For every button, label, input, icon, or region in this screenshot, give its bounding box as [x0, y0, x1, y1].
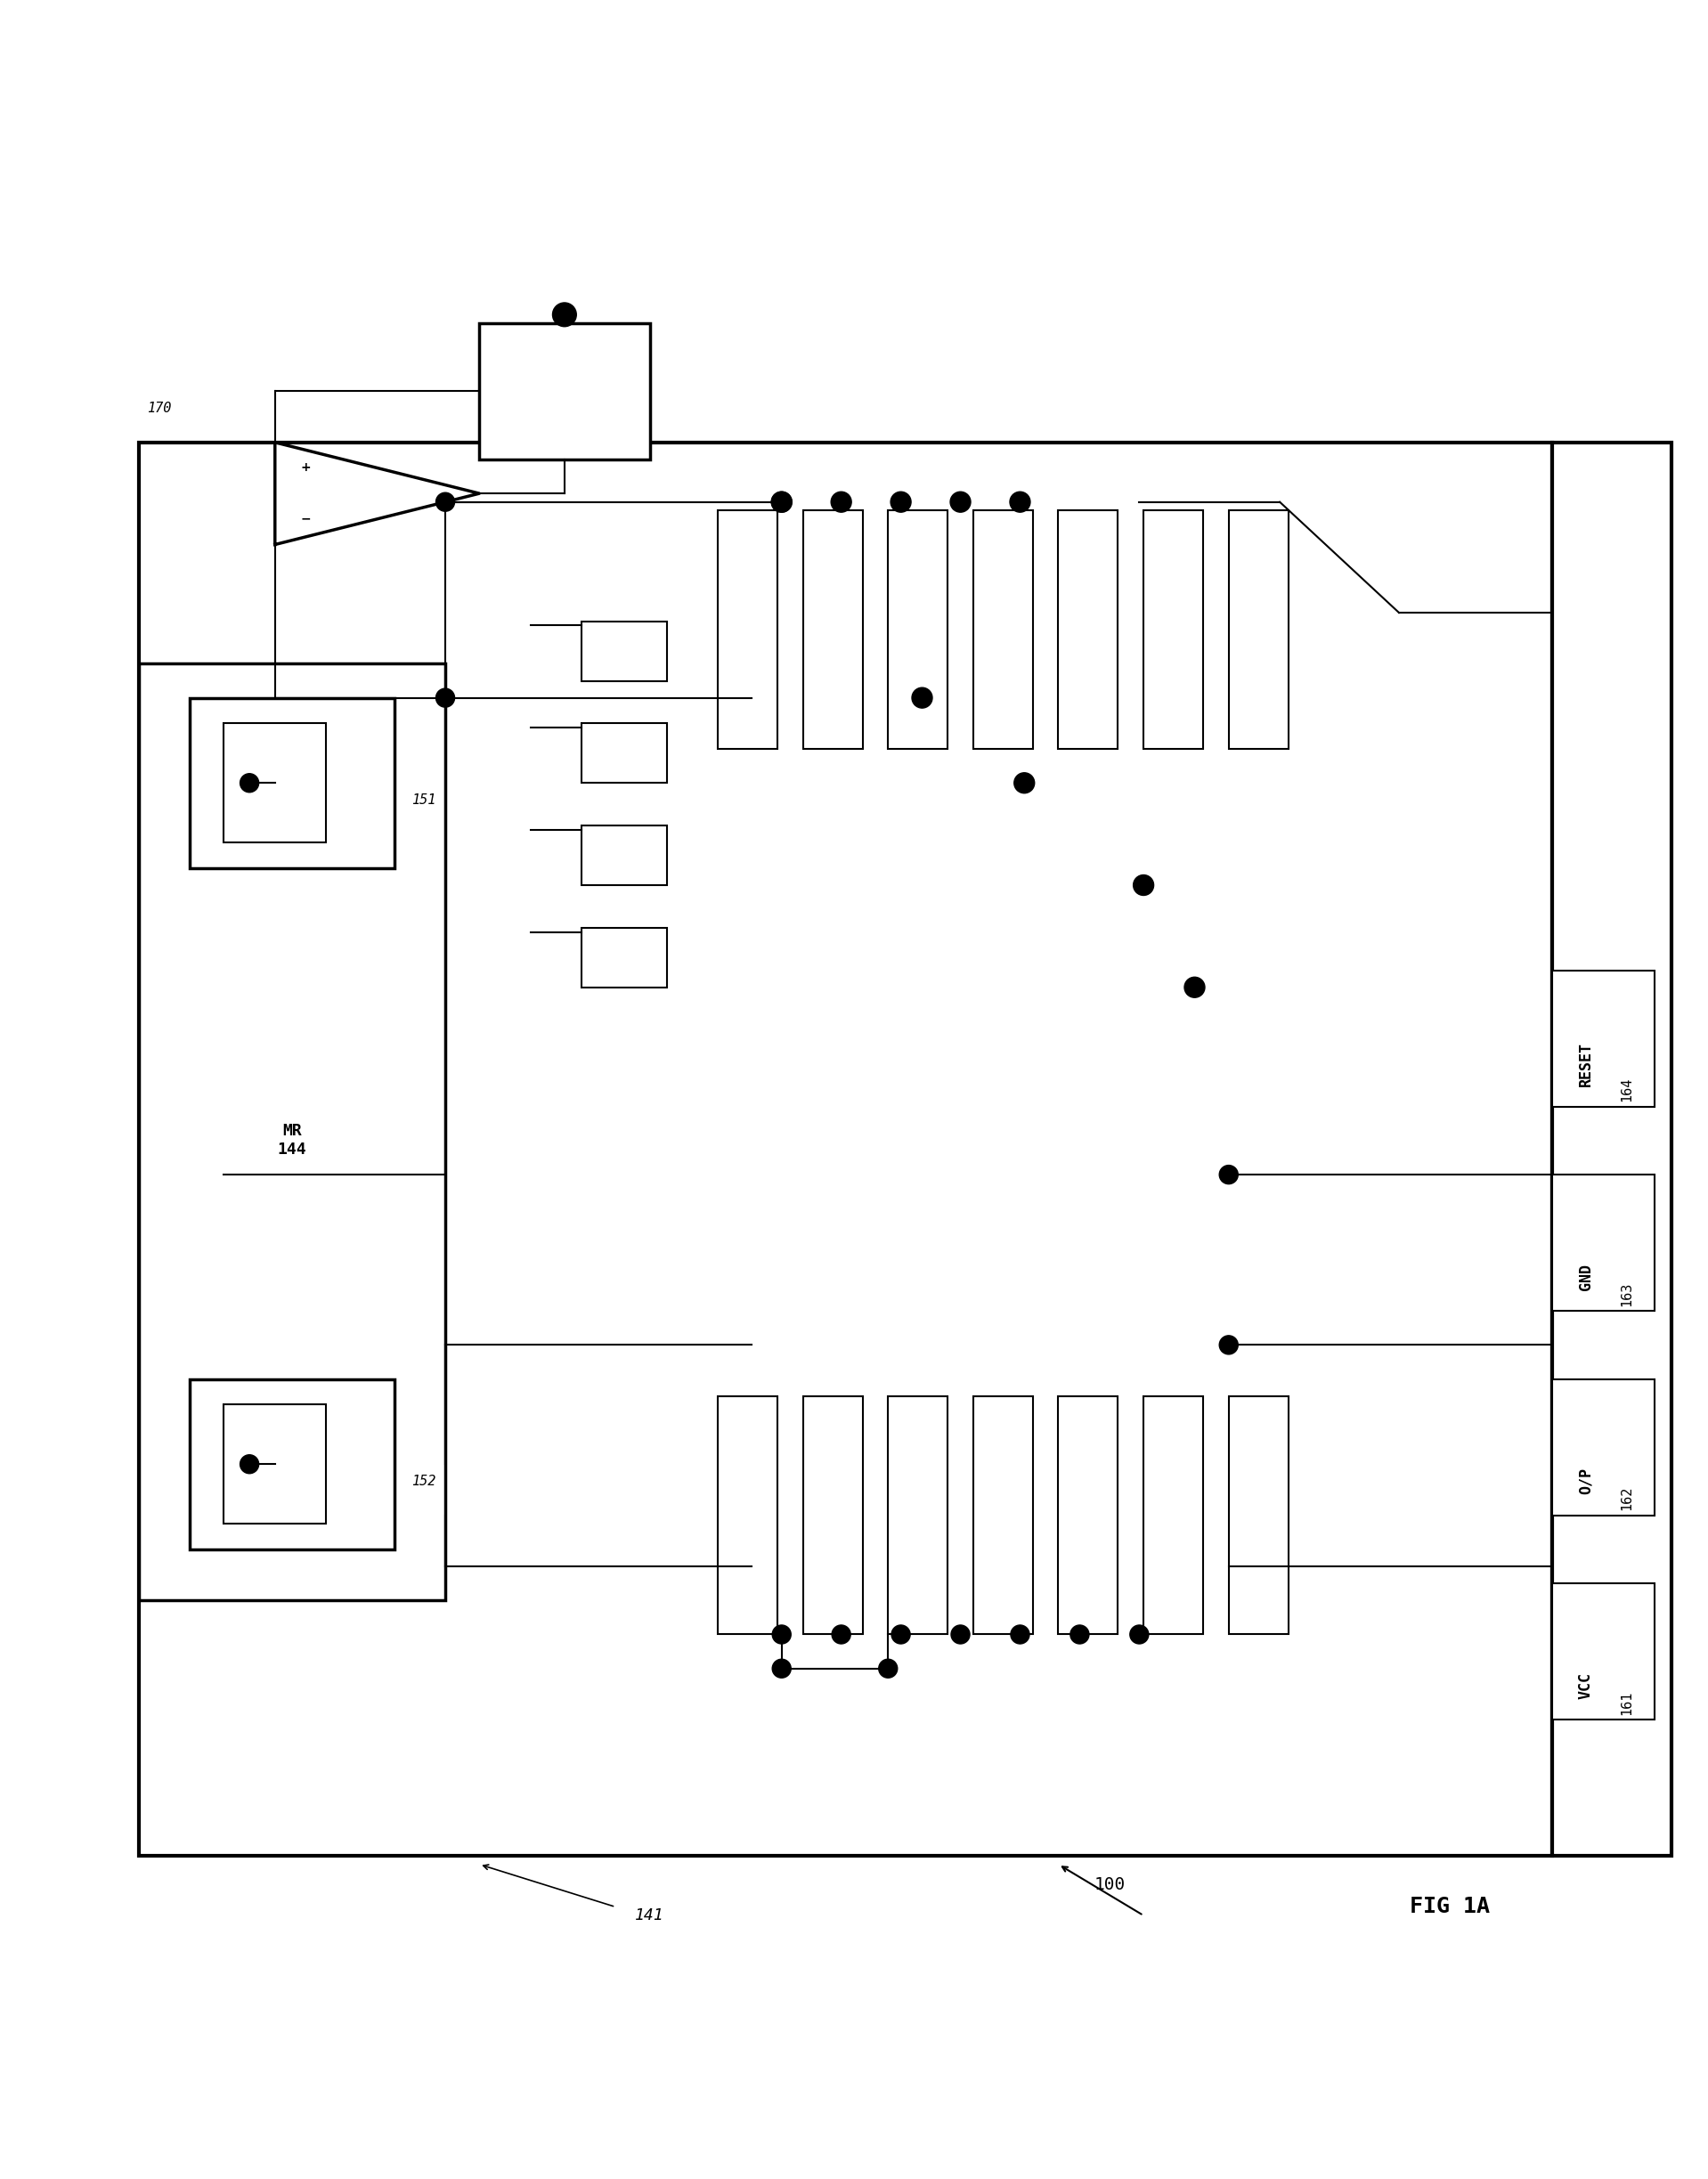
- FancyBboxPatch shape: [1553, 1174, 1655, 1312]
- Text: O/P: O/P: [1578, 1469, 1594, 1495]
- Circle shape: [878, 1658, 897, 1678]
- FancyBboxPatch shape: [1059, 1397, 1119, 1634]
- Circle shape: [1184, 976, 1204, 998]
- Text: −: −: [301, 512, 311, 525]
- Text: GND: GND: [1578, 1264, 1594, 1290]
- FancyBboxPatch shape: [1228, 510, 1288, 750]
- Circle shape: [241, 1456, 260, 1473]
- Circle shape: [1015, 774, 1035, 793]
- Text: 151: 151: [412, 793, 436, 806]
- Circle shape: [1071, 1626, 1090, 1643]
- FancyBboxPatch shape: [1553, 1584, 1655, 1719]
- Circle shape: [892, 1626, 910, 1643]
- Text: MR
144: MR 144: [277, 1124, 306, 1157]
- Text: 162: 162: [1621, 1486, 1635, 1510]
- Circle shape: [436, 689, 454, 708]
- Text: FIG 1A: FIG 1A: [1411, 1896, 1489, 1918]
- Text: RESET: RESET: [1578, 1042, 1594, 1085]
- FancyBboxPatch shape: [974, 510, 1033, 750]
- FancyBboxPatch shape: [581, 621, 666, 680]
- Circle shape: [951, 1626, 970, 1643]
- FancyBboxPatch shape: [803, 510, 863, 750]
- FancyBboxPatch shape: [974, 1397, 1033, 1634]
- Text: VCC: VCC: [1578, 1671, 1594, 1700]
- Circle shape: [241, 774, 260, 793]
- FancyBboxPatch shape: [190, 697, 395, 867]
- FancyBboxPatch shape: [1553, 1379, 1655, 1514]
- FancyBboxPatch shape: [1553, 970, 1655, 1107]
- FancyBboxPatch shape: [1144, 510, 1202, 750]
- Circle shape: [1220, 1166, 1238, 1183]
- Circle shape: [772, 1658, 791, 1678]
- Text: 141: 141: [635, 1907, 664, 1924]
- FancyBboxPatch shape: [1228, 1397, 1288, 1634]
- Circle shape: [890, 492, 910, 512]
- Circle shape: [1134, 876, 1153, 896]
- Circle shape: [950, 492, 970, 512]
- FancyBboxPatch shape: [1553, 442, 1672, 1857]
- Circle shape: [832, 1626, 851, 1643]
- FancyBboxPatch shape: [717, 510, 777, 750]
- Text: 100: 100: [1093, 1876, 1126, 1894]
- Text: 164: 164: [1621, 1076, 1635, 1103]
- FancyBboxPatch shape: [138, 442, 1553, 1857]
- FancyBboxPatch shape: [480, 322, 649, 460]
- Circle shape: [772, 492, 793, 512]
- FancyBboxPatch shape: [224, 1405, 326, 1523]
- Circle shape: [1011, 1626, 1030, 1643]
- Text: 170: 170: [147, 401, 171, 414]
- FancyBboxPatch shape: [717, 1397, 777, 1634]
- Text: 152: 152: [412, 1475, 436, 1488]
- FancyBboxPatch shape: [224, 723, 326, 843]
- Text: 163: 163: [1621, 1281, 1635, 1305]
- Text: 161: 161: [1621, 1691, 1635, 1715]
- FancyBboxPatch shape: [581, 723, 666, 782]
- Circle shape: [1220, 1336, 1238, 1355]
- FancyBboxPatch shape: [581, 928, 666, 987]
- Text: +: +: [301, 462, 311, 475]
- Circle shape: [1009, 492, 1030, 512]
- Circle shape: [772, 492, 793, 512]
- Circle shape: [912, 689, 933, 708]
- Circle shape: [436, 492, 454, 512]
- FancyBboxPatch shape: [888, 1397, 948, 1634]
- FancyBboxPatch shape: [888, 510, 948, 750]
- Circle shape: [832, 492, 852, 512]
- Circle shape: [553, 303, 576, 327]
- FancyBboxPatch shape: [1059, 510, 1119, 750]
- FancyBboxPatch shape: [138, 665, 446, 1599]
- Circle shape: [1131, 1626, 1148, 1643]
- FancyBboxPatch shape: [803, 1397, 863, 1634]
- FancyBboxPatch shape: [581, 826, 666, 885]
- Circle shape: [772, 1626, 791, 1643]
- FancyBboxPatch shape: [190, 1379, 395, 1549]
- FancyBboxPatch shape: [1144, 1397, 1202, 1634]
